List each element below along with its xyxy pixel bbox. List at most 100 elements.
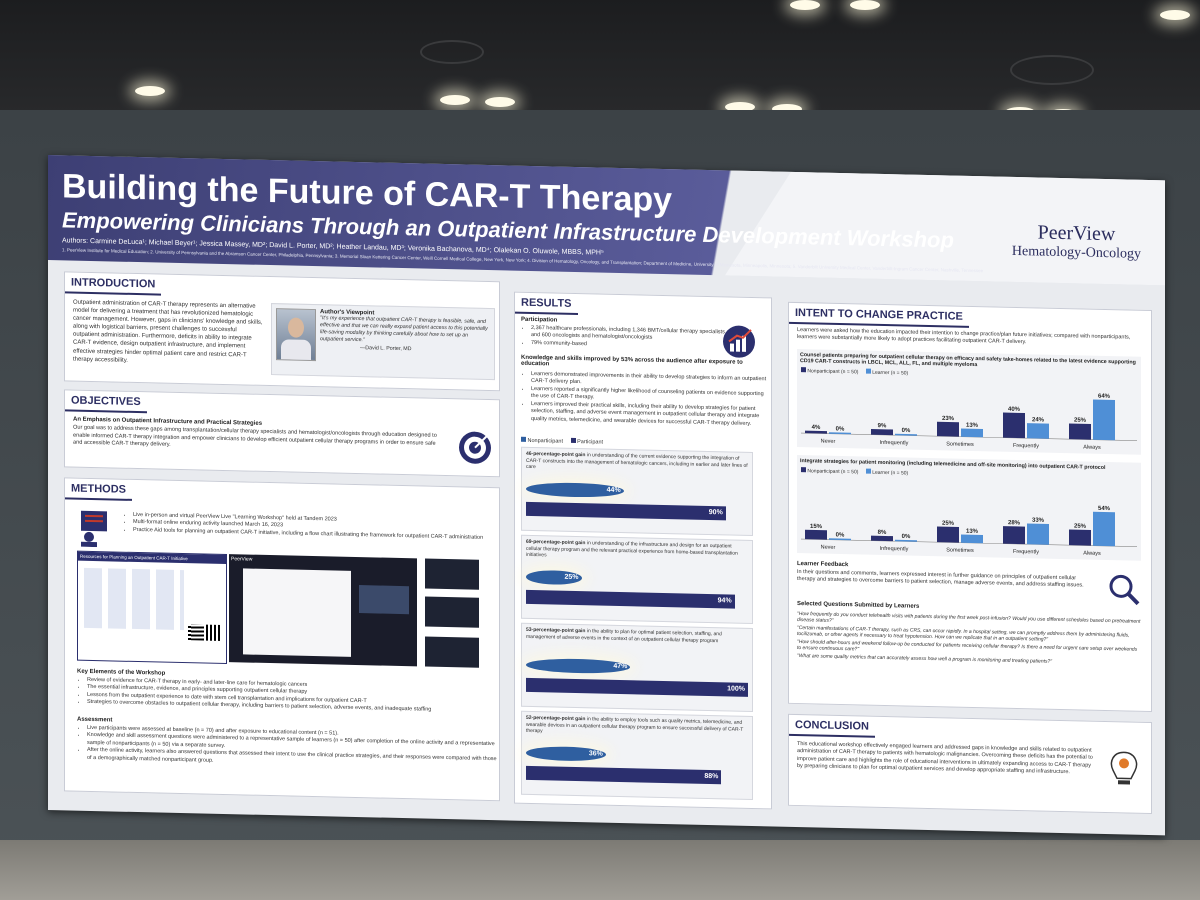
poster: Building the Future of CAR-T Therapy Emp… — [48, 155, 1165, 836]
legend-swatch-learner — [865, 368, 871, 374]
lightbulb-head-icon — [1110, 751, 1138, 785]
intent-intro: Learners were asked how the education im… — [797, 326, 1131, 346]
learner-bar — [1093, 511, 1115, 547]
participant-bar: 88% — [526, 765, 722, 785]
nonparticipant-bar — [1003, 412, 1025, 439]
bar-value-label: 0% — [902, 534, 911, 540]
qr-code — [188, 624, 204, 641]
introduction-heading: INTRODUCTION — [65, 273, 162, 296]
author-photo — [276, 308, 316, 362]
gain-text: 52-percentage-point gain in the ability … — [522, 712, 752, 743]
objectives-body: Our goal was to address these gaps among… — [73, 424, 437, 448]
introduction-body: Outpatient administration of CAR-T thera… — [73, 299, 263, 364]
results-legend: Nonparticipant Participant — [521, 436, 604, 446]
ceiling-vent — [1010, 55, 1094, 85]
category-label: Never — [821, 439, 836, 445]
intent-chart-1: Counsel patients preparing for outpatien… — [797, 348, 1141, 455]
ceiling-light — [485, 97, 515, 107]
learner-bar — [961, 534, 983, 544]
participant-bar: 100% — [526, 677, 748, 697]
methods-heading: METHODS — [65, 479, 132, 501]
bar-value-label: 25% — [1074, 418, 1087, 424]
learner-feedback-body: In their questions and comments, learner… — [797, 568, 1084, 589]
participant-bar: 94% — [526, 589, 735, 609]
category-label: Infrequently — [880, 546, 909, 553]
authors-viewpoint-box: Author's Viewpoint "It's my experience t… — [271, 303, 495, 381]
magnifier-icon — [1109, 574, 1140, 606]
intent-chart-2: Integrate strategies for patient monitor… — [797, 454, 1141, 561]
brand-line1: PeerView — [1037, 221, 1116, 246]
gain-card: 53-percentage-point gain in the ability … — [521, 622, 753, 712]
legend-swatch-nonparticipant — [801, 467, 806, 473]
nonparticipant-bar — [805, 430, 827, 434]
intent-heading: INTENT TO CHANGE PRACTICE — [789, 303, 969, 328]
category-label: Always — [1083, 444, 1101, 450]
gain-text: 53-percentage-point gain in the ability … — [522, 624, 752, 648]
bar-value-label: 0% — [836, 426, 845, 432]
video-speaker — [359, 585, 409, 615]
panelist-thumbnail — [425, 636, 479, 668]
category-label: Sometimes — [946, 441, 974, 448]
methods-panel: METHODS Live in-person and virtual PeerV… — [64, 477, 500, 802]
learner-bar — [829, 538, 851, 541]
practice-aid-title: Resources for Planning an Outpatient CAR… — [78, 551, 226, 565]
bar-value-label: 4% — [812, 425, 821, 431]
key-elements-heading: Key Elements of the Workshop — [77, 668, 166, 677]
nonparticipant-bar: 36% — [526, 745, 606, 762]
practice-aid-thumbnail: Resources for Planning an Outpatient CAR… — [77, 550, 227, 665]
legend-swatch-participant — [570, 437, 576, 443]
bar-value-label: 23% — [942, 416, 955, 422]
bar-value-label: 13% — [966, 529, 979, 535]
assessment-heading: Assessment — [77, 716, 113, 724]
legend-swatch-learner — [865, 468, 871, 474]
nonparticipant-bar: 44% — [526, 481, 624, 499]
gain-card: 52-percentage-point gain in the ability … — [521, 710, 753, 800]
gain-text: 69-percentage-point gain in understandin… — [522, 536, 752, 567]
legend-participant: Participant — [577, 439, 604, 446]
nonparticipant-bar — [805, 529, 827, 540]
bar-value-label: 64% — [1098, 394, 1111, 400]
chart2-legend-learner: Learner (n = 50) — [872, 469, 909, 477]
nonparticipant-bar — [871, 429, 893, 436]
ceiling-light — [440, 95, 470, 105]
ceiling-vent — [420, 40, 484, 64]
legend-swatch-nonparticipant — [801, 367, 806, 373]
gain-card: 46-percentage-point gain in understandin… — [521, 446, 753, 536]
bar-value-label: 54% — [1098, 506, 1111, 512]
intent-panel: INTENT TO CHANGE PRACTICE Learners were … — [788, 301, 1152, 713]
conclusion-panel: CONCLUSION This educational workshop eff… — [788, 713, 1152, 815]
nonparticipant-bar: 25% — [526, 569, 582, 586]
nonparticipant-bar: 47% — [526, 657, 631, 675]
category-label: Never — [821, 545, 836, 551]
bar-value-label: 25% — [1074, 524, 1087, 530]
photo-coat — [281, 339, 311, 360]
photo-face — [288, 317, 304, 338]
learner-bar — [895, 433, 917, 436]
floor — [0, 840, 1200, 900]
objectives-panel: OBJECTIVES An Emphasis on Outpatient Inf… — [64, 389, 500, 478]
category-label: Frequently — [1013, 443, 1039, 450]
conclusion-heading: CONCLUSION — [789, 715, 875, 738]
viewpoint-quote: "It's my experience that outpatient CAR-… — [320, 315, 488, 344]
ceiling-light — [135, 86, 165, 96]
learner-bar — [829, 432, 851, 435]
chart1-legend-learner: Learner (n = 50) — [872, 369, 909, 377]
brand-line2: Hematology-Oncology — [1011, 243, 1141, 262]
legend-swatch-nonparticipant — [521, 436, 526, 442]
workshop-video-thumbnail: PeerView — [229, 554, 417, 667]
bar-value-label: 25% — [942, 521, 955, 527]
growth-chart-icon — [723, 325, 755, 358]
ceiling-light — [790, 0, 820, 10]
ceiling-light — [725, 102, 755, 112]
conclusion-body: This educational workshop effectively en… — [797, 740, 1093, 776]
ceiling-light — [1160, 10, 1190, 20]
category-label: Infrequently — [880, 440, 909, 447]
bar-value-label: 9% — [878, 423, 887, 429]
bar-value-label: 15% — [810, 524, 823, 530]
ceiling-light — [772, 104, 802, 114]
video-brand: PeerView — [231, 556, 253, 563]
category-label: Sometimes — [946, 547, 974, 554]
learner-bar — [895, 539, 917, 542]
nonparticipant-bar — [937, 421, 959, 437]
category-label: Frequently — [1013, 549, 1039, 556]
